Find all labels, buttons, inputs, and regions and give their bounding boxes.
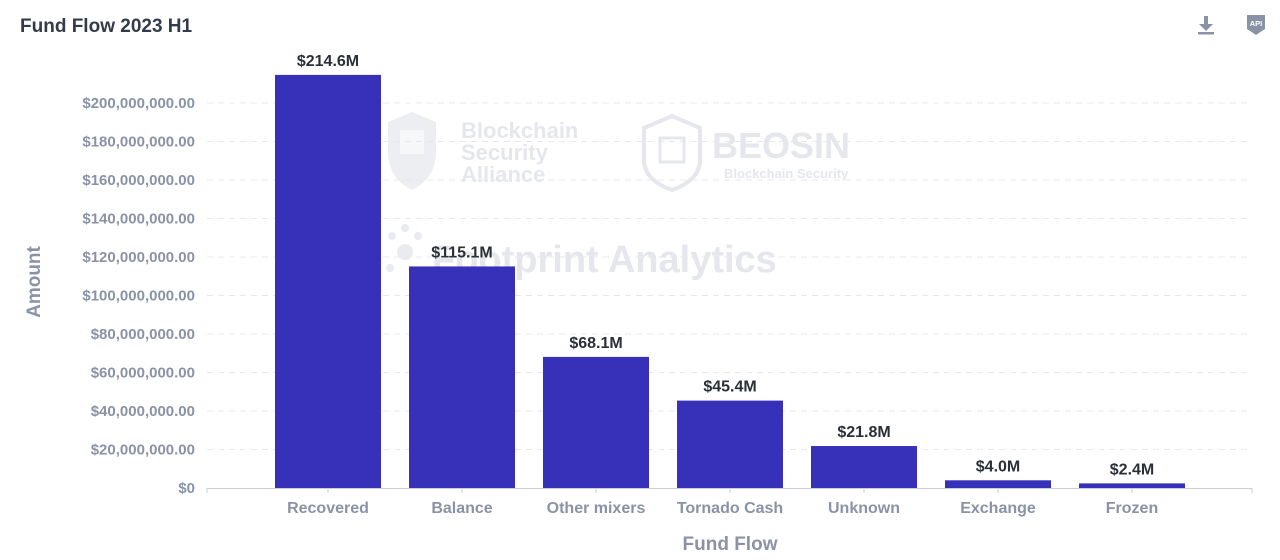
- y-tick-label: $160,000,000.00: [82, 172, 195, 189]
- x-tick-label: Balance: [431, 500, 492, 517]
- axis-layer: $0 $20,000,000.00 $40,000,000.00 $60,000,00…: [24, 95, 1253, 555]
- y-tick-label: $60,000,000.00: [91, 365, 195, 382]
- y-tick-label: $120,000,000.00: [82, 249, 195, 266]
- watermark-beosin: BEOSIN: [712, 125, 850, 166]
- y-tick-label: $140,000,000.00: [82, 211, 195, 228]
- x-tick-label: Frozen: [1106, 500, 1158, 517]
- watermark-alliance-line2: Security: [461, 140, 549, 165]
- watermark-alliance-line3: Alliance: [461, 162, 545, 187]
- y-tick-label: $0: [178, 480, 195, 497]
- y-tick-label: $40,000,000.00: [91, 403, 195, 420]
- x-tick-label: Recovered: [287, 500, 369, 517]
- data-label: $45.4M: [703, 379, 756, 396]
- bar[interactable]: [543, 356, 649, 488]
- alliance-watermark-logo: [388, 112, 436, 190]
- y-axis-title: Amount: [24, 245, 45, 317]
- labels-layer: $214.6M $115.1M $68.1M $45.4M $21.8M $4.0M $2.…: [297, 53, 1154, 478]
- beosin-watermark-logo: [642, 113, 702, 193]
- y-tick-label: $180,000,000.00: [82, 134, 195, 151]
- chart-title: Fund Flow 2023 H1: [20, 16, 193, 37]
- data-label: $2.4M: [1110, 461, 1154, 478]
- bar[interactable]: [677, 400, 783, 488]
- data-label: $68.1M: [569, 335, 622, 352]
- api-icon-label: API: [1250, 19, 1263, 28]
- bar[interactable]: [1079, 483, 1185, 488]
- x-axis-title: Fund Flow: [683, 534, 778, 555]
- bar[interactable]: [945, 480, 1051, 488]
- y-tick-label: $200,000,000.00: [82, 95, 195, 112]
- y-tick-label: $80,000,000.00: [91, 326, 195, 343]
- y-tick-label: $20,000,000.00: [91, 442, 195, 459]
- api-icon[interactable]: API: [1243, 12, 1269, 38]
- bars-layer: [275, 74, 1185, 489]
- watermark-alliance-line1: Blockchain: [461, 118, 578, 143]
- watermark-beosin-sub: Blockchain Security: [724, 166, 849, 181]
- x-tick-label: Tornado Cash: [677, 500, 783, 517]
- download-icon[interactable]: [1193, 12, 1219, 38]
- data-label: $4.0M: [976, 458, 1020, 475]
- data-label: $214.6M: [297, 53, 359, 70]
- watermark-layer: Blockchain Security Alliance BEOSIN Bloc…: [386, 112, 850, 281]
- x-tick-label: Unknown: [828, 500, 900, 517]
- x-tick-label: Other mixers: [547, 500, 646, 517]
- bar[interactable]: [811, 446, 917, 488]
- bar[interactable]: [275, 74, 381, 489]
- bar[interactable]: [409, 266, 515, 488]
- footprint-watermark-logo: [386, 224, 422, 272]
- x-tick-label: Exchange: [960, 500, 1036, 517]
- data-label: $21.8M: [837, 424, 890, 441]
- data-label: $115.1M: [431, 244, 492, 261]
- y-tick-label: $100,000,000.00: [82, 288, 195, 305]
